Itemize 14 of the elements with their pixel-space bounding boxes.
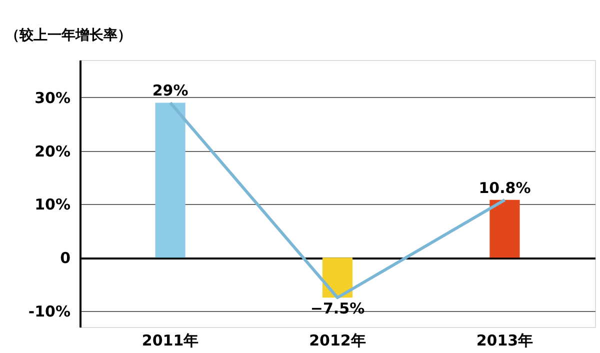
x-tick-label: 2011年: [142, 332, 199, 350]
data-label: 29%: [152, 82, 188, 100]
y-tick-label: 30%: [34, 88, 70, 107]
y-tick-label: 20%: [34, 142, 70, 160]
y-tick-label: -10%: [28, 302, 70, 320]
x-tick-label: 2013年: [476, 332, 534, 350]
bar: [155, 102, 186, 258]
y-axis-title: （较上一年增长率）: [6, 26, 132, 44]
x-tick-label: 2012年: [309, 332, 366, 350]
data-label: 10.8%: [478, 178, 531, 197]
bar: [490, 200, 520, 258]
y-tick-label: 0: [60, 249, 70, 268]
bar: [322, 258, 353, 298]
y-tick-label: 10%: [34, 196, 70, 214]
